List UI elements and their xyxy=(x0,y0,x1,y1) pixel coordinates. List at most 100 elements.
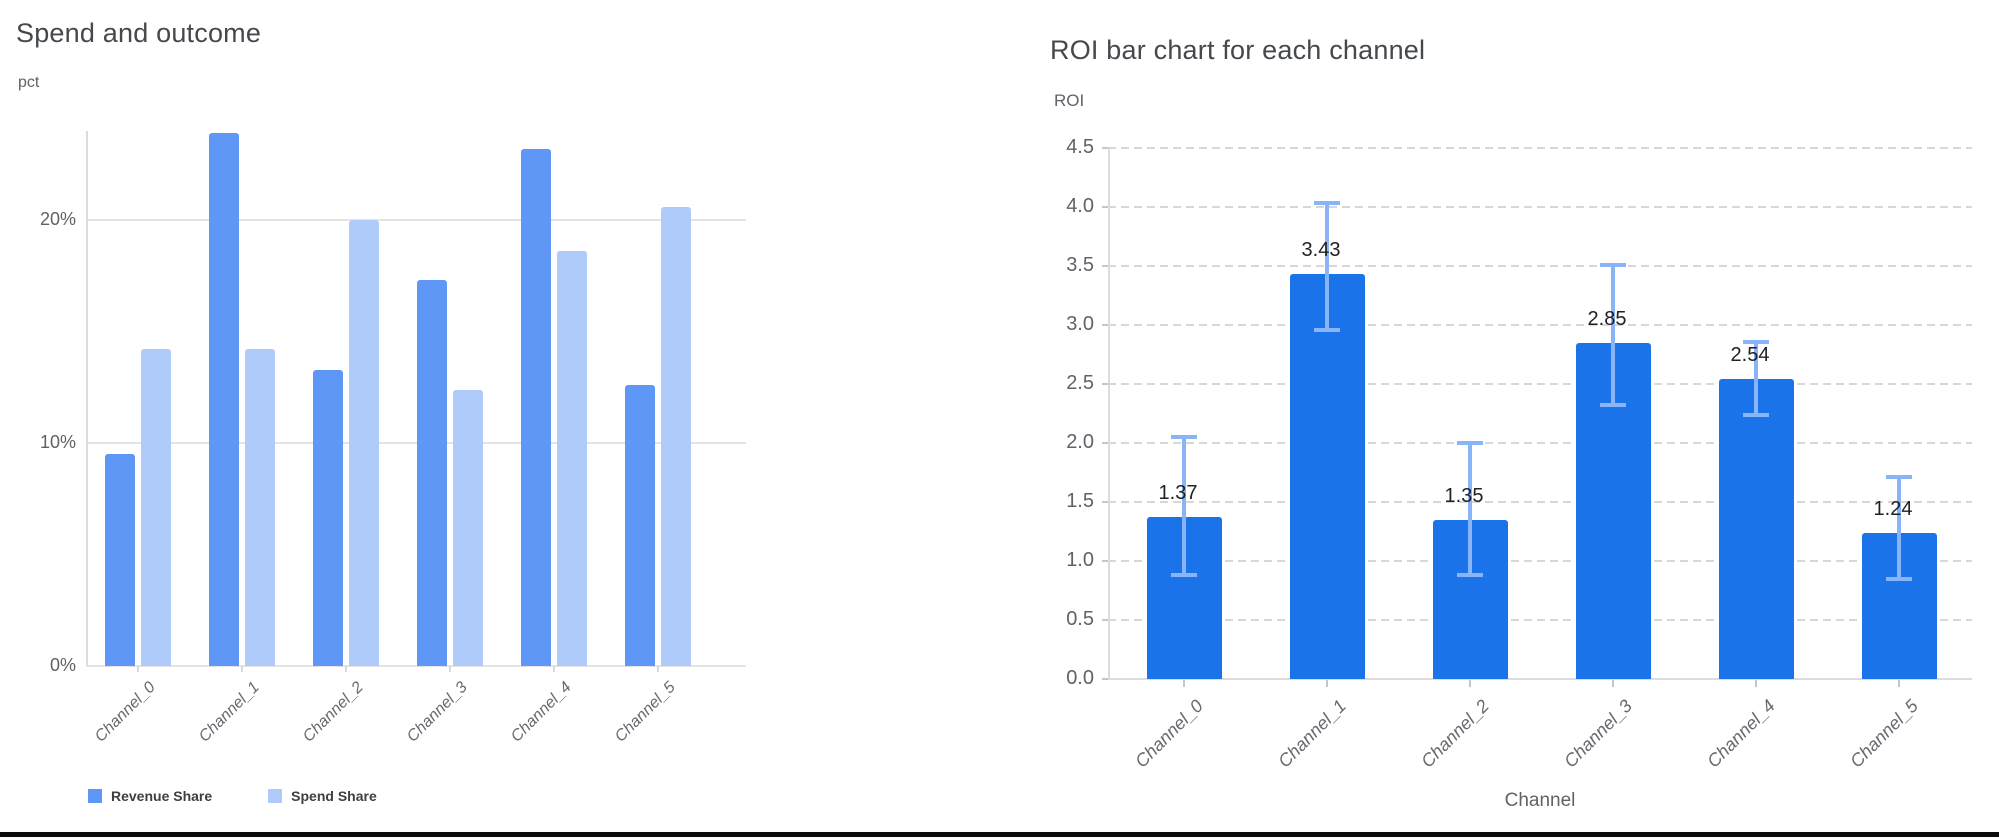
gridline-2.5 xyxy=(1108,383,1972,385)
error-bar-stem-channel_5 xyxy=(1897,477,1901,579)
gridline-3.5 xyxy=(1108,265,1972,267)
y-tick-stub-0.5 xyxy=(1102,619,1108,621)
x-tick-channel_5 xyxy=(1898,680,1900,687)
x-tick-channel_2 xyxy=(345,666,347,672)
gridline-2.0 xyxy=(1108,442,1972,444)
y-tick-label-4.5: 4.5 xyxy=(1066,136,1094,158)
spend-outcome-legend: Revenue Share Spend Share xyxy=(88,788,377,804)
bar-value-label-channel_2: 1.35 xyxy=(1444,484,1484,507)
error-bar-cap-bottom-channel_0 xyxy=(1171,573,1197,578)
x-tick-channel_1 xyxy=(241,666,243,672)
x-tick-label-channel_1: Channel_1 xyxy=(1274,695,1350,772)
gridline-20% xyxy=(86,219,746,222)
x-tick-channel_3 xyxy=(1612,680,1614,687)
bar-spend_share-channel_3[interactable] xyxy=(453,389,483,666)
x-tick-label-channel_5: Channel_5 xyxy=(1846,695,1922,772)
y-tick-label-2.0: 2.0 xyxy=(1066,431,1094,453)
x-tick-channel_4 xyxy=(553,666,555,672)
y-axis-line xyxy=(86,131,88,666)
y-tick-label-2.5: 2.5 xyxy=(1066,372,1094,394)
y-tick-label-0.0: 0.0 xyxy=(1066,667,1094,689)
bar-revenue_share-channel_0[interactable] xyxy=(105,454,135,666)
x-tick-channel_0 xyxy=(137,666,139,672)
y-tick-stub-3.5 xyxy=(1102,265,1108,267)
error-bar-cap-bottom-channel_3 xyxy=(1600,403,1626,408)
spend-share-swatch-icon xyxy=(268,789,283,803)
y-axis-line xyxy=(1108,148,1110,679)
x-tick-channel_0 xyxy=(1183,680,1185,687)
gridline-0.5 xyxy=(1108,619,1972,621)
bar-revenue_share-channel_3[interactable] xyxy=(417,280,447,666)
bar-spend_share-channel_4[interactable] xyxy=(557,251,587,666)
y-tick-label-0%: 0% xyxy=(49,655,76,675)
bar-spend_share-channel_2[interactable] xyxy=(349,220,379,666)
roi-chart: ROI bar chart for each channel ROI Chann… xyxy=(800,0,1999,838)
y-tick-stub-4.5 xyxy=(1102,147,1108,149)
bar-roi-channel_4[interactable] xyxy=(1718,379,1794,679)
bar-revenue_share-channel_1[interactable] xyxy=(209,133,239,666)
roi-x-axis-title: Channel xyxy=(1504,790,1576,811)
x-tick-channel_3 xyxy=(449,666,451,672)
gridline-4.0 xyxy=(1108,206,1972,208)
x-tick-channel_1 xyxy=(1326,680,1328,687)
gridline-0% xyxy=(86,665,746,667)
y-tick-stub-2.0 xyxy=(1102,442,1108,444)
y-tick-label-1.5: 1.5 xyxy=(1066,490,1094,512)
y-tick-stub-0.0 xyxy=(1102,678,1108,680)
y-tick-label-3.5: 3.5 xyxy=(1066,254,1094,276)
error-bar-stem-channel_4 xyxy=(1754,341,1758,415)
error-bar-cap-top-channel_0 xyxy=(1171,435,1197,440)
x-tick-channel_4 xyxy=(1755,680,1757,687)
x-tick-label-channel_3: Channel_3 xyxy=(1560,695,1636,772)
error-bar-cap-bottom-channel_1 xyxy=(1314,327,1340,332)
legend-label-revenue-share: Revenue Share xyxy=(111,788,213,804)
y-tick-label-20%: 20% xyxy=(39,209,76,230)
legend-label-spend-share: Spend Share xyxy=(291,788,377,804)
x-tick-channel_2 xyxy=(1469,680,1471,687)
bar-value-label-channel_3: 2.85 xyxy=(1587,307,1627,330)
bar-revenue_share-channel_2[interactable] xyxy=(313,369,343,666)
error-bar-cap-top-channel_2 xyxy=(1457,441,1483,445)
legend-item-spend-share[interactable]: Spend Share xyxy=(268,788,377,804)
bar-value-label-channel_5: 1.24 xyxy=(1873,497,1913,520)
gridline-3.0 xyxy=(1108,324,1972,326)
gridline-1.5 xyxy=(1108,501,1972,503)
y-tick-label-0.5: 0.5 xyxy=(1066,608,1094,630)
gridline-4.5 xyxy=(1108,147,1972,149)
bottom-border-line xyxy=(0,832,1999,837)
legend-item-revenue-share[interactable]: Revenue Share xyxy=(88,788,212,804)
spend-outcome-chart: Spend and outcome pct 0% 10% 20% Channel_0 C… xyxy=(0,0,800,838)
y-tick-label-3.0: 3.0 xyxy=(1066,313,1094,335)
bar-revenue_share-channel_5[interactable] xyxy=(625,385,655,666)
y-tick-stub-1.0 xyxy=(1102,560,1108,562)
bar-value-label-channel_0: 1.37 xyxy=(1158,482,1198,505)
error-bar-cap-top-channel_1 xyxy=(1314,201,1340,206)
error-bar-cap-bottom-channel_5 xyxy=(1886,576,1912,581)
error-bar-stem-channel_1 xyxy=(1325,203,1329,330)
y-tick-stub-2.5 xyxy=(1102,383,1108,385)
bar-spend_share-channel_0[interactable] xyxy=(141,349,171,666)
bar-value-label-channel_4: 2.54 xyxy=(1730,344,1770,367)
spend-outcome-plot-area: 0% 10% 20% Channel_0 Channel_1 Channel_2 Chann… xyxy=(0,0,800,838)
error-bar-cap-top-channel_5 xyxy=(1886,475,1912,480)
revenue-share-swatch-icon xyxy=(88,789,102,803)
x-tick-channel_5 xyxy=(657,666,659,672)
error-bar-cap-bottom-channel_4 xyxy=(1743,412,1769,417)
error-bar-cap-top-channel_4 xyxy=(1743,339,1769,344)
y-tick-label-4.0: 4.0 xyxy=(1066,195,1094,217)
y-tick-label-10%: 10% xyxy=(39,432,76,453)
bar-spend_share-channel_5[interactable] xyxy=(661,206,691,666)
bar-spend_share-channel_1[interactable] xyxy=(245,349,275,666)
x-tick-label-channel_4: Channel_4 xyxy=(1703,695,1779,772)
bar-roi-channel_1[interactable] xyxy=(1289,274,1365,679)
error-bar-stem-channel_2 xyxy=(1468,443,1472,576)
bar-revenue_share-channel_4[interactable] xyxy=(521,148,551,666)
bar-value-label-channel_1: 3.43 xyxy=(1301,239,1341,262)
error-bar-cap-bottom-channel_2 xyxy=(1457,573,1483,578)
error-bar-cap-top-channel_3 xyxy=(1600,262,1626,267)
spend-outcome-title: Spend and outcome xyxy=(16,18,262,48)
roi-chart-title: ROI bar chart for each channel xyxy=(1050,35,1426,65)
gridline-10% xyxy=(86,442,746,445)
